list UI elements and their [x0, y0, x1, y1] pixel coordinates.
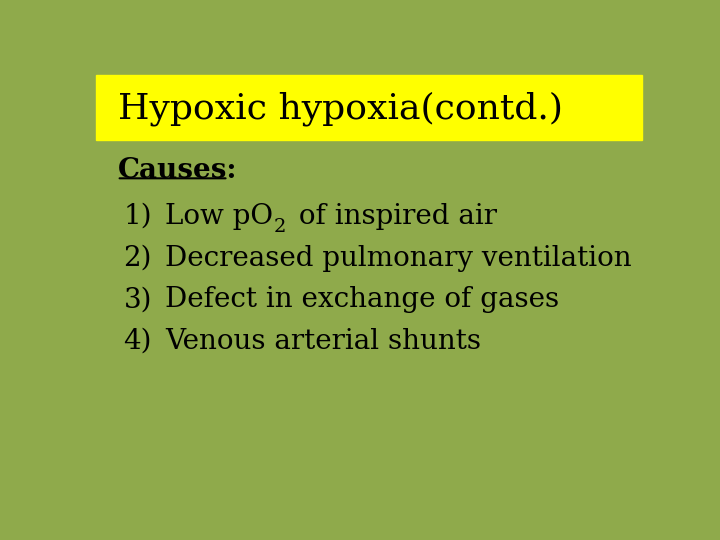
Text: Hypoxic hypoxia(contd.): Hypoxic hypoxia(contd.) — [118, 91, 563, 126]
Text: 4): 4) — [124, 328, 152, 355]
Text: Venous arterial shunts: Venous arterial shunts — [166, 328, 482, 355]
Text: 1): 1) — [124, 203, 152, 230]
FancyBboxPatch shape — [96, 75, 642, 140]
Text: 2: 2 — [274, 218, 287, 236]
Text: 3): 3) — [124, 286, 152, 313]
Text: Causes:: Causes: — [118, 157, 238, 184]
Text: Decreased pulmonary ventilation: Decreased pulmonary ventilation — [166, 245, 632, 272]
Text: Defect in exchange of gases: Defect in exchange of gases — [166, 286, 559, 313]
Text: of inspired air: of inspired air — [289, 203, 497, 230]
Text: 2): 2) — [124, 245, 152, 272]
Text: Low pO: Low pO — [166, 203, 274, 230]
